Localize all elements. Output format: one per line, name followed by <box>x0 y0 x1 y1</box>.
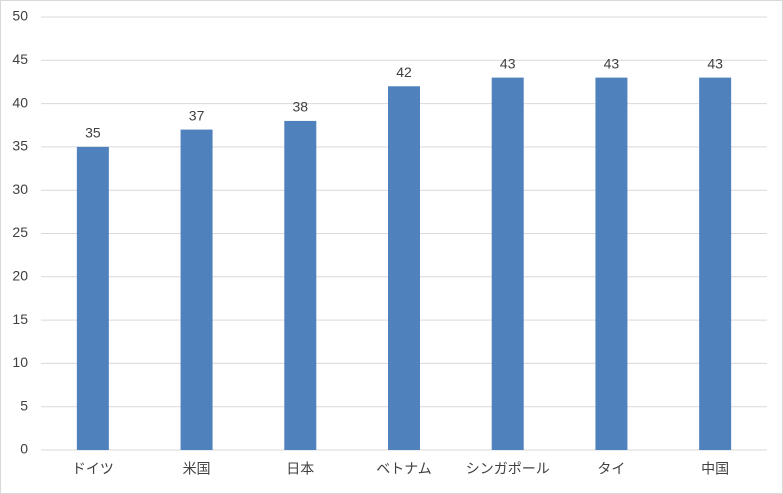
data-label: 35 <box>85 125 101 141</box>
bar <box>388 86 420 450</box>
x-tick-label: ドイツ <box>72 461 114 477</box>
bar <box>284 120 317 451</box>
data-label: 38 <box>292 99 308 115</box>
bar <box>180 129 213 450</box>
x-tick-label: 日本 <box>286 461 314 477</box>
x-tick-label: 米国 <box>183 461 211 477</box>
y-tick-label: 5 <box>20 397 28 413</box>
x-tick-label: シンガポール <box>466 461 550 477</box>
y-tick-label: 35 <box>12 138 28 154</box>
y-tick-label: 30 <box>12 181 28 197</box>
bar <box>76 146 109 450</box>
bar <box>491 77 524 451</box>
data-label: 37 <box>189 107 205 123</box>
y-tick-label: 50 <box>12 8 28 24</box>
bar <box>699 77 732 451</box>
data-label: 42 <box>396 64 412 80</box>
y-tick-label: 40 <box>12 94 28 110</box>
y-tick-label: 20 <box>12 268 28 284</box>
x-tick-label: ベトナム <box>376 461 432 477</box>
data-label: 43 <box>500 55 516 71</box>
y-tick-label: 15 <box>12 311 28 327</box>
y-tick-label: 10 <box>12 354 28 370</box>
y-tick-label: 45 <box>12 51 28 67</box>
y-tick-label: 0 <box>20 441 28 457</box>
y-tick-label: 25 <box>12 224 28 240</box>
data-label: 43 <box>604 55 620 71</box>
x-tick-label: タイ <box>597 461 625 477</box>
data-label: 43 <box>707 55 723 71</box>
x-tick-label: 中国 <box>701 461 729 477</box>
bar <box>595 77 628 451</box>
